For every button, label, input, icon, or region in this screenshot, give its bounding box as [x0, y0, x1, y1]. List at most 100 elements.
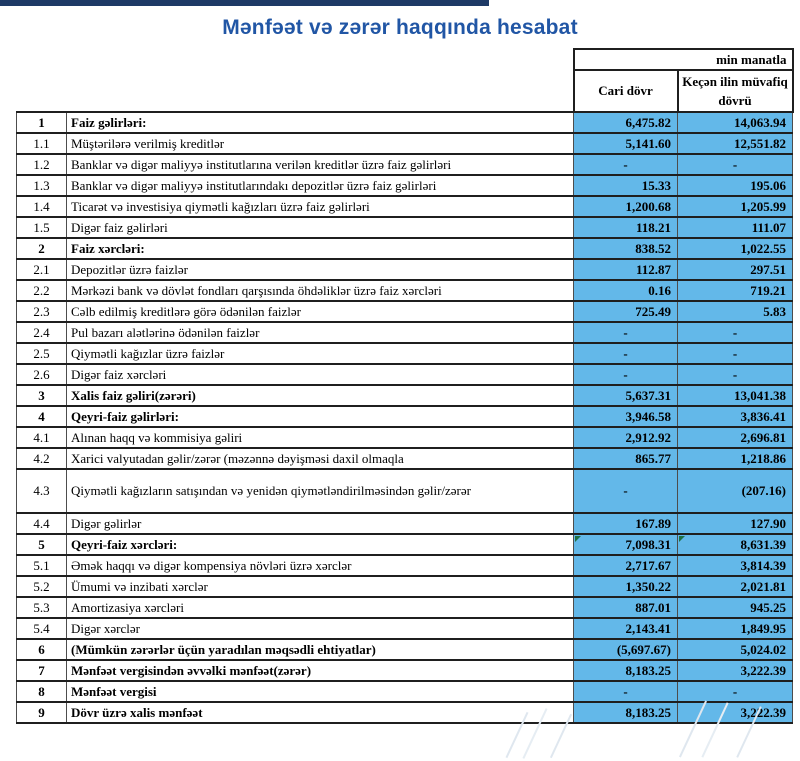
value-previous: - [676, 153, 794, 176]
value-current: 725.49 [573, 300, 678, 323]
row-label: Əmək haqqı və digər kompensiya növləri ü… [66, 554, 574, 577]
row-label: Mənfəət vergisindən əvvəlki mənfəət(zərə… [66, 659, 574, 682]
value-current: 838.52 [573, 237, 678, 260]
value-previous: - [676, 342, 794, 365]
table-row: 2.2 Mərkəzi bank və dövlət fondları qarşı… [16, 279, 794, 302]
row-label: Xalis faiz gəliri(zərəri) [66, 384, 574, 407]
table-row: 5.4 Digər xərclər 2,143.41 1,849.95 [16, 617, 794, 640]
value-previous: 945.25 [676, 596, 794, 619]
row-label: Müştərilərə verilmiş kreditlər [66, 132, 574, 155]
table-row: 5.1 Əmək haqqı və digər kompensiya növlər… [16, 554, 794, 577]
table-row: 4.1 Alınan haqq və kommisiya gəliri 2,912.… [16, 426, 794, 449]
value-current: - [573, 321, 678, 344]
row-number: 7 [16, 659, 67, 682]
value-previous: 3,222.39 [676, 659, 794, 682]
row-number: 2.1 [16, 258, 67, 281]
value-previous: - [676, 363, 794, 386]
row-label: (Mümkün zərərlər üçün yaradılan məqsədli… [66, 638, 574, 661]
value-previous: 297.51 [676, 258, 794, 281]
value-current: 8,183.25 [573, 659, 678, 682]
value-current: (5,697.67) [573, 638, 678, 661]
row-number: 1.3 [16, 174, 67, 197]
row-number: 2.2 [16, 279, 67, 302]
row-number: 1.4 [16, 195, 67, 218]
row-number: 4.4 [16, 512, 67, 535]
value-previous: 1,218.86 [676, 447, 794, 470]
table-row: 3 Xalis faiz gəliri(zərəri) 5,637.31 13,041… [16, 384, 794, 407]
value-current: 2,143.41 [573, 617, 678, 640]
value-current: 2,912.92 [573, 426, 678, 449]
row-label: Qiymətli kağızlar üzrə faizlər [66, 342, 574, 365]
table-row: 4.4 Digər gəlirlər 167.89 127.90 [16, 512, 794, 535]
row-number: 1.5 [16, 216, 67, 239]
value-current: 0.16 [573, 279, 678, 302]
table-row: 4.2 Xarici valyutadan gəlir/zərər (məzənn… [16, 447, 794, 470]
row-label: Ticarət və investisiya qiymətli kağızlar… [66, 195, 574, 218]
row-number: 8 [16, 680, 67, 703]
table-row: 2 Faiz xərcləri: 838.52 1,022.55 [16, 237, 794, 260]
table-row: 2.1 Depozitlər üzrə faizlər 112.87 297.51 [16, 258, 794, 281]
value-previous: 195.06 [676, 174, 794, 197]
row-label: Amortizasiya xərcləri [66, 596, 574, 619]
value-previous: 2,696.81 [676, 426, 794, 449]
row-number: 9 [16, 701, 67, 724]
row-label: Mənfəət vergisi [66, 680, 574, 703]
value-previous: 3,222.39 [676, 701, 794, 724]
value-current: 5,637.31 [573, 384, 678, 407]
value-current: - [573, 153, 678, 176]
value-previous: 13,041.38 [676, 384, 794, 407]
row-number: 5.1 [16, 554, 67, 577]
profit-loss-table: min manatla Cari dövr Keçən ilin müvafiq… [16, 48, 794, 724]
table-row: 1.4 Ticarət və investisiya qiymətli kağız… [16, 195, 794, 218]
row-number: 2.5 [16, 342, 67, 365]
row-label: Qeyri-faiz gəlirləri: [66, 405, 574, 428]
value-previous: 8,631.39 [676, 533, 794, 556]
value-current: 112.87 [573, 258, 678, 281]
row-number: 4.2 [16, 447, 67, 470]
value-current: 5,141.60 [573, 132, 678, 155]
page-title: Mənfəət və zərər haqqında hesabat [222, 16, 578, 39]
table-row: 2.3 Cəlb edilmiş kreditlərə görə ödənilən… [16, 300, 794, 323]
table-row: 5 Qeyri-faiz xərcləri: 7,098.31 8,631.39 [16, 533, 794, 556]
value-previous: 2,021.81 [676, 575, 794, 598]
row-label: Depozitlər üzrə faizlər [66, 258, 574, 281]
row-number: 2.6 [16, 363, 67, 386]
row-label: Faiz xərcləri: [66, 237, 574, 260]
value-current: 865.77 [573, 447, 678, 470]
table-row: 2.4 Pul bazarı alətlərinə ödənilən faizlə… [16, 321, 794, 344]
row-label: Pul bazarı alətlərinə ödənilən faizlər [66, 321, 574, 344]
table-row: 1.2 Banklar və digər maliyyə institutları… [16, 153, 794, 176]
row-label: Qeyri-faiz xərcləri: [66, 533, 574, 556]
value-current: - [573, 468, 678, 514]
column-header-previous: Keçən ilin müvafiq dövrü [676, 69, 794, 113]
value-current: 8,183.25 [573, 701, 678, 724]
row-label: Qiymətli kağızların satışından və yenidə… [66, 468, 574, 514]
row-label: Digər faiz xərcləri [66, 363, 574, 386]
header-spacer [17, 70, 574, 112]
value-current: - [573, 680, 678, 703]
row-label: Banklar və digər maliyyə institutlarına … [66, 153, 574, 176]
value-current: 1,350.22 [573, 575, 678, 598]
row-label: Cəlb edilmiş kreditlərə görə ödənilən fa… [66, 300, 574, 323]
row-number: 1.2 [16, 153, 67, 176]
row-number: 5.4 [16, 617, 67, 640]
row-number: 4.1 [16, 426, 67, 449]
row-label: Banklar və digər maliyyə institutlarında… [66, 174, 574, 197]
value-current: 1,200.68 [573, 195, 678, 218]
row-label: Alınan haqq və kommisiya gəliri [66, 426, 574, 449]
value-previous: 12,551.82 [676, 132, 794, 155]
table-row: 4 Qeyri-faiz gəlirləri: 3,946.58 3,836.41 [16, 405, 794, 428]
table-row: 4.3 Qiymətli kağızların satışından və yen… [16, 468, 794, 514]
row-number: 2.4 [16, 321, 67, 344]
value-current: 3,946.58 [573, 405, 678, 428]
value-previous: 1,849.95 [676, 617, 794, 640]
value-previous: 719.21 [676, 279, 794, 302]
row-label: Mərkəzi bank və dövlət fondları qarşısın… [66, 279, 574, 302]
table-row: 7 Mənfəət vergisindən əvvəlki mənfəət(zər… [16, 659, 794, 682]
unit-label: min manatla [572, 48, 794, 71]
value-current: - [573, 363, 678, 386]
row-number: 5.3 [16, 596, 67, 619]
row-number: 6 [16, 638, 67, 661]
row-label: Ümumi və inzibati xərclər [66, 575, 574, 598]
value-previous: 3,814.39 [676, 554, 794, 577]
